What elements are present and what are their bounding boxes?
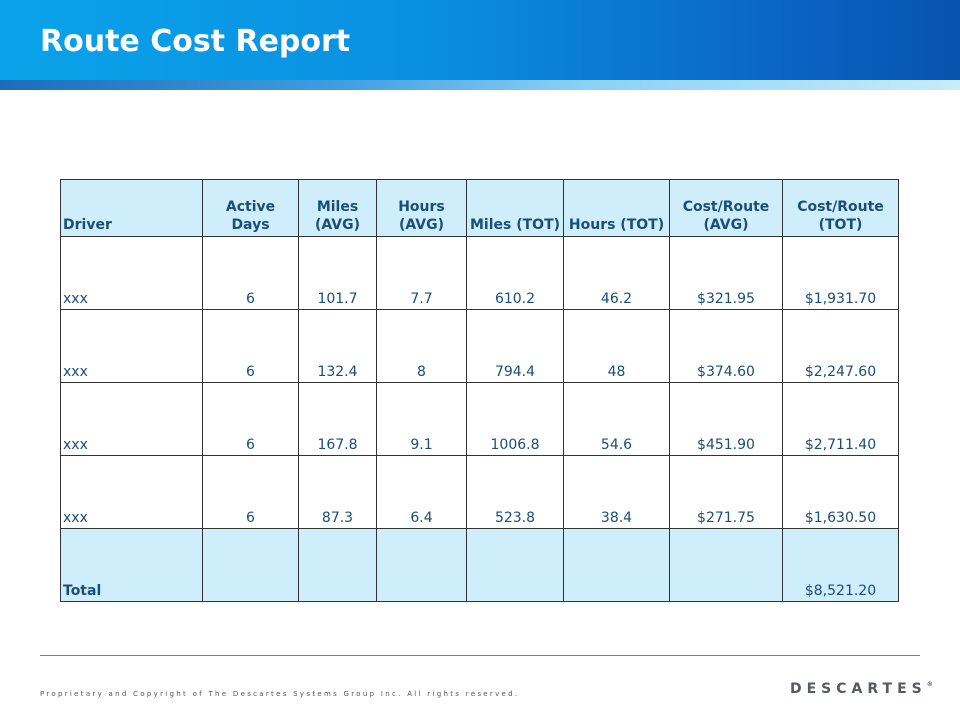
route-cost-table: Driver Active Days Miles (AVG) Hours (AV…	[60, 179, 899, 602]
miles-tot-cell: 610.2	[466, 236, 564, 310]
page-title: Route Cost Report	[40, 24, 351, 59]
hours-avg-cell: 6.4	[376, 455, 467, 529]
table-row: xxx 6 87.3 6.4 523.8 38.4 $271.75 $1,630…	[60, 455, 899, 529]
hours-tot-cell: 38.4	[563, 455, 670, 529]
column-header-active-days: Active Days	[202, 179, 299, 237]
active-days-cell: 6	[202, 309, 299, 383]
registered-mark-icon: ®	[926, 681, 933, 688]
table-total-row: Total $8,521.20	[60, 528, 899, 602]
cost-route-avg-cell: $374.60	[669, 309, 783, 383]
column-header-miles-tot: Miles (TOT)	[466, 179, 564, 237]
hours-avg-cell: 9.1	[376, 382, 467, 456]
hours-tot-cell: 54.6	[563, 382, 670, 456]
header-banner: Route Cost Report	[0, 0, 960, 80]
table-row: xxx 6 132.4 8 794.4 48 $374.60 $2,247.60	[60, 309, 899, 383]
table-row: xxx 6 167.8 9.1 1006.8 54.6 $451.90 $2,7…	[60, 382, 899, 456]
empty-cell	[298, 528, 377, 602]
driver-cell: xxx	[60, 236, 203, 310]
column-header-cost-route-tot: Cost/Route (TOT)	[782, 179, 899, 237]
miles-avg-cell: 101.7	[298, 236, 377, 310]
hours-tot-cell: 46.2	[563, 236, 670, 310]
miles-tot-cell: 523.8	[466, 455, 564, 529]
cost-route-avg-cell: $451.90	[669, 382, 783, 456]
hours-tot-cell: 48	[563, 309, 670, 383]
miles-tot-cell: 794.4	[466, 309, 564, 383]
column-header-driver: Driver	[60, 179, 203, 237]
miles-avg-cell: 132.4	[298, 309, 377, 383]
column-header-cost-route-avg: Cost/Route (AVG)	[669, 179, 783, 237]
miles-avg-cell: 87.3	[298, 455, 377, 529]
column-header-hours-tot: Hours (TOT)	[563, 179, 670, 237]
active-days-cell: 6	[202, 236, 299, 310]
miles-avg-cell: 167.8	[298, 382, 377, 456]
table-row: xxx 6 101.7 7.7 610.2 46.2 $321.95 $1,93…	[60, 236, 899, 310]
column-header-hours-avg: Hours (AVG)	[376, 179, 467, 237]
cost-route-avg-cell: $271.75	[669, 455, 783, 529]
empty-cell	[376, 528, 467, 602]
total-label-cell: Total	[60, 528, 203, 602]
empty-cell	[466, 528, 564, 602]
hours-avg-cell: 8	[376, 309, 467, 383]
descartes-logo: DESCARTES®	[790, 681, 933, 697]
miles-tot-cell: 1006.8	[466, 382, 564, 456]
column-header-miles-avg: Miles (AVG)	[298, 179, 377, 237]
driver-cell: xxx	[60, 382, 203, 456]
footer-divider	[40, 655, 920, 656]
empty-cell	[202, 528, 299, 602]
cost-route-tot-cell: $2,247.60	[782, 309, 899, 383]
logo-text: DESCARTES	[790, 681, 927, 697]
table-header-row: Driver Active Days Miles (AVG) Hours (AV…	[60, 179, 899, 237]
cost-route-avg-cell: $321.95	[669, 236, 783, 310]
header-accent-strip	[0, 80, 960, 90]
total-cost-route-tot-cell: $8,521.20	[782, 528, 899, 602]
cost-route-tot-cell: $1,630.50	[782, 455, 899, 529]
driver-cell: xxx	[60, 455, 203, 529]
driver-cell: xxx	[60, 309, 203, 383]
copyright-notice: Proprietary and Copyright of The Descart…	[40, 690, 520, 698]
empty-cell	[669, 528, 783, 602]
empty-cell	[563, 528, 670, 602]
cost-route-tot-cell: $1,931.70	[782, 236, 899, 310]
hours-avg-cell: 7.7	[376, 236, 467, 310]
cost-route-tot-cell: $2,711.40	[782, 382, 899, 456]
active-days-cell: 6	[202, 382, 299, 456]
active-days-cell: 6	[202, 455, 299, 529]
